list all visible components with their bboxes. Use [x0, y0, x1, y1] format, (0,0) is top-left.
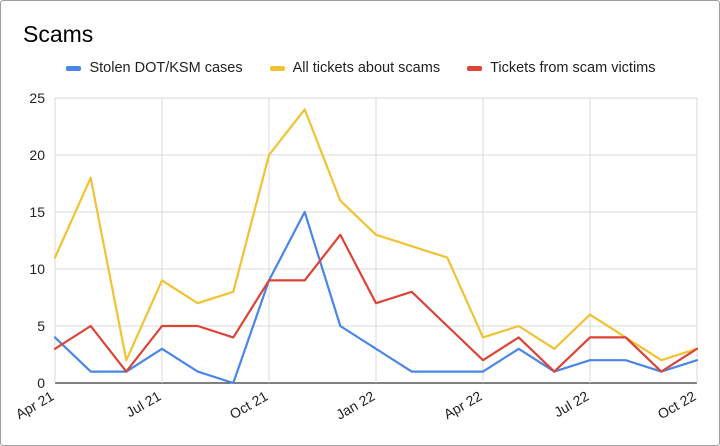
legend-item-stolen: Stolen DOT/KSM cases: [66, 60, 243, 76]
legend-swatch-victims: [467, 65, 483, 71]
x-tick-label: Apr 22: [441, 388, 485, 423]
x-tick-label: Jul 22: [551, 388, 592, 421]
x-tick-label: Jan 22: [333, 388, 378, 423]
x-tick-label: Oct 21: [227, 388, 271, 423]
legend-item-victims: Tickets from scam victims: [467, 60, 656, 76]
series-line-0: [53, 210, 699, 385]
y-tick-label: 5: [37, 318, 45, 334]
legend-label-all-tickets: All tickets about scams: [292, 60, 441, 76]
x-tick-label: Apr 21: [13, 388, 57, 423]
legend-label-stolen: Stolen DOT/KSM cases: [89, 60, 243, 76]
series-line-1: [53, 108, 699, 362]
y-tick-label: 15: [29, 204, 45, 220]
legend-swatch-stolen: [66, 65, 82, 71]
x-tick-label: Jul 21: [123, 388, 164, 421]
series-line-2: [53, 233, 699, 373]
y-tick-label: 20: [29, 147, 45, 163]
y-tick-label: 25: [29, 90, 45, 106]
x-tick-label: Oct 22: [655, 388, 699, 423]
y-tick-label: 0: [37, 375, 45, 391]
legend-swatch-all-tickets: [269, 65, 285, 71]
legend-label-victims: Tickets from scam victims: [490, 60, 656, 76]
legend: Stolen DOT/KSM cases All tickets about s…: [1, 60, 720, 76]
legend-item-all-tickets: All tickets about scams: [269, 60, 441, 76]
chart-title: Scams: [23, 21, 94, 47]
y-tick-label: 10: [29, 261, 45, 277]
